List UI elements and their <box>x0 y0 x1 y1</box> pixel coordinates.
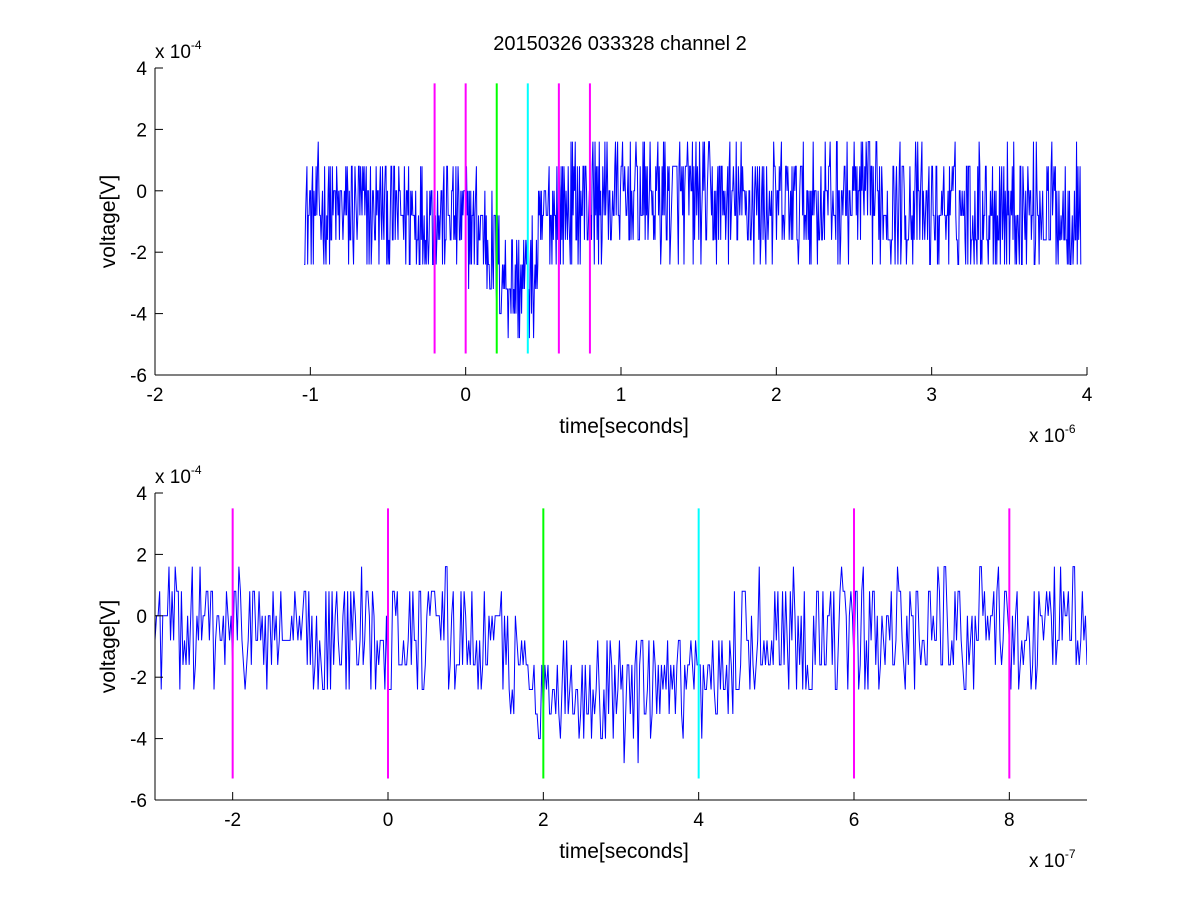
top-signal-line <box>304 141 1082 339</box>
top-x-tick-label: 3 <box>926 385 937 406</box>
top-y-multiplier: x 10-4 <box>155 38 202 63</box>
bottom-x-tick-label: 6 <box>849 810 860 831</box>
bottom-x-tick-label: 8 <box>1004 810 1015 831</box>
top-y-axis-label: voltage[V] <box>97 175 120 268</box>
top-x-tick-label: 1 <box>616 385 627 406</box>
bottom-y-multiplier: x 10-4 <box>155 463 202 488</box>
top-y-tick-label: 2 <box>136 120 147 141</box>
bottom-x-axis-label: time[seconds] <box>559 840 689 863</box>
top-y-tick-label: 4 <box>136 59 147 80</box>
top-x-tick-label: -2 <box>147 385 164 406</box>
top-plot: -2 -1 0 1 2 3 4 -6 -4 -2 0 2 4 time[seconds] voltage[V… <box>97 38 1093 447</box>
top-y-tick-label: -6 <box>130 366 147 387</box>
top-x-tick-label: -1 <box>302 385 319 406</box>
bottom-plot: -2 0 2 4 6 8-6-4-2024time[seconds]voltage[V]x… <box>97 463 1087 872</box>
top-x-multiplier: x 10-6 <box>1029 422 1076 447</box>
bottom-y-tick-label: -6 <box>130 791 147 812</box>
bottom-y-axis-label: voltage[V] <box>97 600 120 693</box>
bottom-y-tick-label: -4 <box>130 730 147 751</box>
bottom-x-tick-label: 0 <box>383 810 394 831</box>
bottom-y-tick-label: 0 <box>136 607 147 628</box>
top-x-tick-label: 4 <box>1082 385 1093 406</box>
bottom-x-tick-label: 4 <box>693 810 704 831</box>
bottom-x-multiplier: x 10-7 <box>1029 847 1076 872</box>
bottom-x-tick-label: 2 <box>538 810 549 831</box>
bottom-y-tick-label: 2 <box>136 545 147 566</box>
top-y-tick-label: 0 <box>136 182 147 203</box>
top-y-tick-label: -2 <box>130 243 147 264</box>
bottom-y-tick-label: -2 <box>130 668 147 689</box>
top-x-tick-label: 2 <box>771 385 782 406</box>
top-x-axis-label: time[seconds] <box>559 415 689 438</box>
figure-title: 20150326 033328 channel 2 <box>493 33 747 55</box>
top-x-tick-label: 0 <box>460 385 471 406</box>
bottom-x-tick-label: -2 <box>224 810 241 831</box>
bottom-y-tick-label: 4 <box>136 484 147 505</box>
top-y-tick-label: -4 <box>130 305 147 326</box>
bottom-signal-line <box>155 566 1087 764</box>
